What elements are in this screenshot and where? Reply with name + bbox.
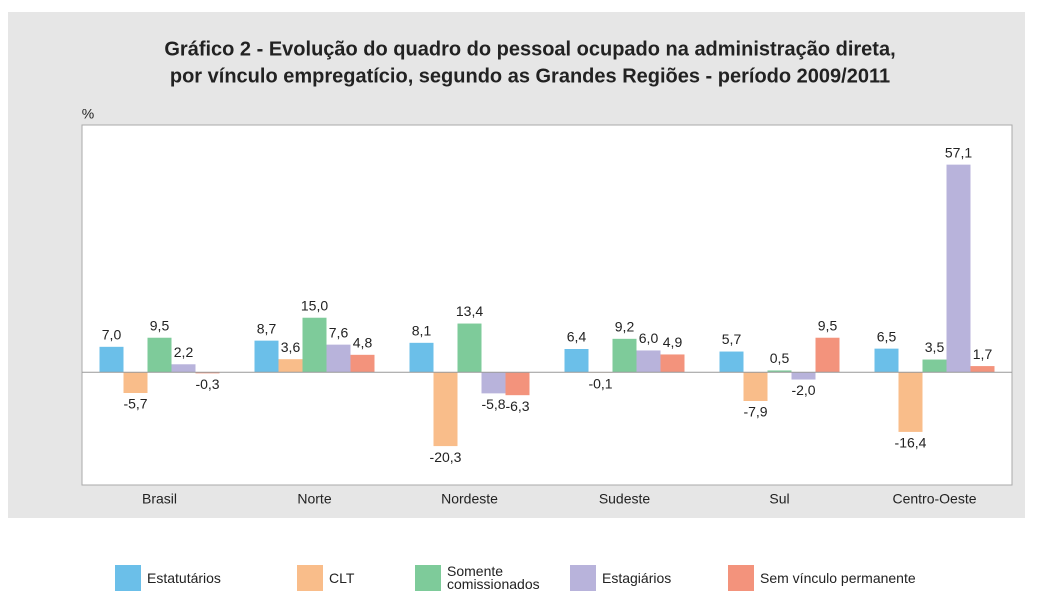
bar [661, 354, 685, 372]
legend-label: Somente comissionados [447, 565, 547, 591]
bar [947, 165, 971, 373]
data-label: 13,4 [456, 303, 483, 319]
data-label: 5,7 [722, 331, 742, 347]
chart-title: Gráfico 2 - Evolução do quadro do pessoa… [164, 38, 895, 60]
x-tick-label: Sudeste [599, 491, 651, 507]
data-label: 2,2 [174, 344, 194, 360]
bar [303, 318, 327, 373]
data-label: -5,8 [481, 396, 505, 412]
data-label: 7,6 [329, 324, 349, 340]
data-label: 9,5 [150, 317, 170, 333]
data-label: 4,9 [663, 334, 683, 350]
data-label: -7,9 [743, 404, 767, 420]
data-label: 4,8 [353, 335, 373, 351]
data-label: -0,3 [195, 376, 219, 392]
data-label: 7,0 [102, 327, 122, 343]
legend-swatch [415, 565, 441, 591]
bar [410, 343, 434, 372]
legend-label: Sem vínculo permanente [760, 572, 916, 585]
data-label: -0,1 [588, 375, 612, 391]
bar [255, 341, 279, 373]
bar [148, 338, 172, 373]
bar [565, 349, 589, 372]
legend-label: Estatutários [147, 572, 221, 585]
x-tick-label: Sul [769, 491, 789, 507]
bar [351, 355, 375, 372]
legend-swatch [728, 565, 754, 591]
data-label: 57,1 [945, 144, 972, 160]
data-label: -16,4 [895, 435, 927, 451]
bar [923, 360, 947, 373]
legend-item: Estagiários [570, 565, 671, 591]
data-label: -5,7 [123, 396, 147, 412]
chart-subtitle: por vínculo empregatício, segundo as Gra… [170, 65, 890, 87]
legend-label: CLT [329, 572, 354, 585]
bar [172, 364, 196, 372]
data-label: -6,3 [505, 398, 529, 414]
bar [124, 372, 148, 393]
bar [327, 345, 351, 373]
data-label: 3,6 [281, 339, 301, 355]
bar [816, 338, 840, 373]
bar [613, 339, 637, 372]
bar [792, 372, 816, 379]
legend-label: Estagiários [602, 572, 671, 585]
data-label: 6,5 [877, 328, 897, 344]
data-label: 0,5 [770, 350, 790, 366]
legend-item: Estatutários [115, 565, 221, 591]
bar [744, 372, 768, 401]
bar [279, 359, 303, 372]
x-tick-label: Centro-Oeste [892, 491, 976, 507]
legend-item: Sem vínculo permanente [728, 565, 916, 591]
data-label: 8,1 [412, 323, 432, 339]
bar [482, 372, 506, 393]
x-tick-label: Nordeste [441, 491, 498, 507]
data-label: -20,3 [430, 449, 462, 465]
x-tick-label: Brasil [142, 491, 177, 507]
legend-swatch [115, 565, 141, 591]
data-label: 6,4 [567, 329, 587, 345]
data-label: -2,0 [791, 382, 815, 398]
legend-item: CLT [297, 565, 354, 591]
bar [899, 372, 923, 432]
legend-swatch [297, 565, 323, 591]
plot-area [82, 125, 1012, 485]
data-label: 9,2 [615, 319, 635, 335]
bar [637, 350, 661, 372]
legend-item: Somente comissionados [415, 565, 547, 591]
bar [506, 372, 530, 395]
legend-swatch [570, 565, 596, 591]
x-tick-label: Norte [297, 491, 331, 507]
bar [458, 324, 482, 373]
y-axis-label: % [82, 106, 94, 122]
data-label: 6,0 [639, 330, 659, 346]
bar [720, 352, 744, 373]
bar [434, 372, 458, 446]
data-label: 3,5 [925, 339, 945, 355]
data-label: 1,7 [973, 346, 993, 362]
bar [875, 349, 899, 373]
data-label: 9,5 [818, 317, 838, 333]
data-label: 8,7 [257, 320, 277, 336]
bar [971, 366, 995, 372]
bar [100, 347, 124, 372]
data-label: 15,0 [301, 297, 328, 313]
